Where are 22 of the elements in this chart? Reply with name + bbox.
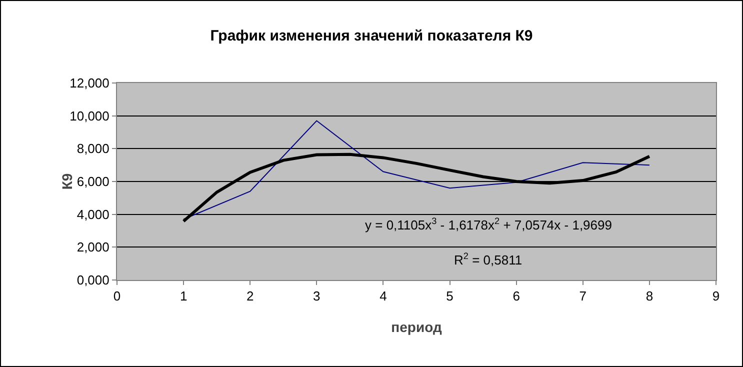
x-tick-label: 8 (646, 288, 654, 304)
y-tick-label: 10,000 (70, 108, 110, 124)
x-tick-label: 2 (246, 288, 254, 304)
x-tick-label: 6 (512, 288, 520, 304)
x-tick-label: 7 (579, 288, 587, 304)
x-tick-label: 5 (446, 288, 454, 304)
x-axis-title: период (391, 319, 442, 335)
y-tick-label: 8,000 (76, 141, 110, 156)
chart-title: График изменения значений показателя К9 (210, 28, 533, 45)
x-tick-label: 4 (380, 288, 387, 304)
x-tick-label: 3 (313, 288, 320, 304)
x-tick-label: 9 (712, 288, 720, 304)
y-tick-label: 12,000 (70, 76, 110, 91)
y-tick-label: 2,000 (76, 240, 110, 255)
x-tick-label: 1 (180, 288, 188, 304)
x-tick-label: 0 (113, 288, 121, 304)
annotation: R$^{2}$ = 0,5811 (454, 251, 522, 268)
y-tick-label: 4,000 (76, 206, 110, 222)
y-tick-label: 6,000 (76, 174, 110, 190)
y-tick-label: 0,000 (76, 272, 110, 288)
annotation: y = 0,1105x$^{3}$ - 1,6178x$^{2}$ + 7,0574x - 1,9699 (365, 216, 612, 232)
y-axis-title: К9 (58, 173, 75, 190)
